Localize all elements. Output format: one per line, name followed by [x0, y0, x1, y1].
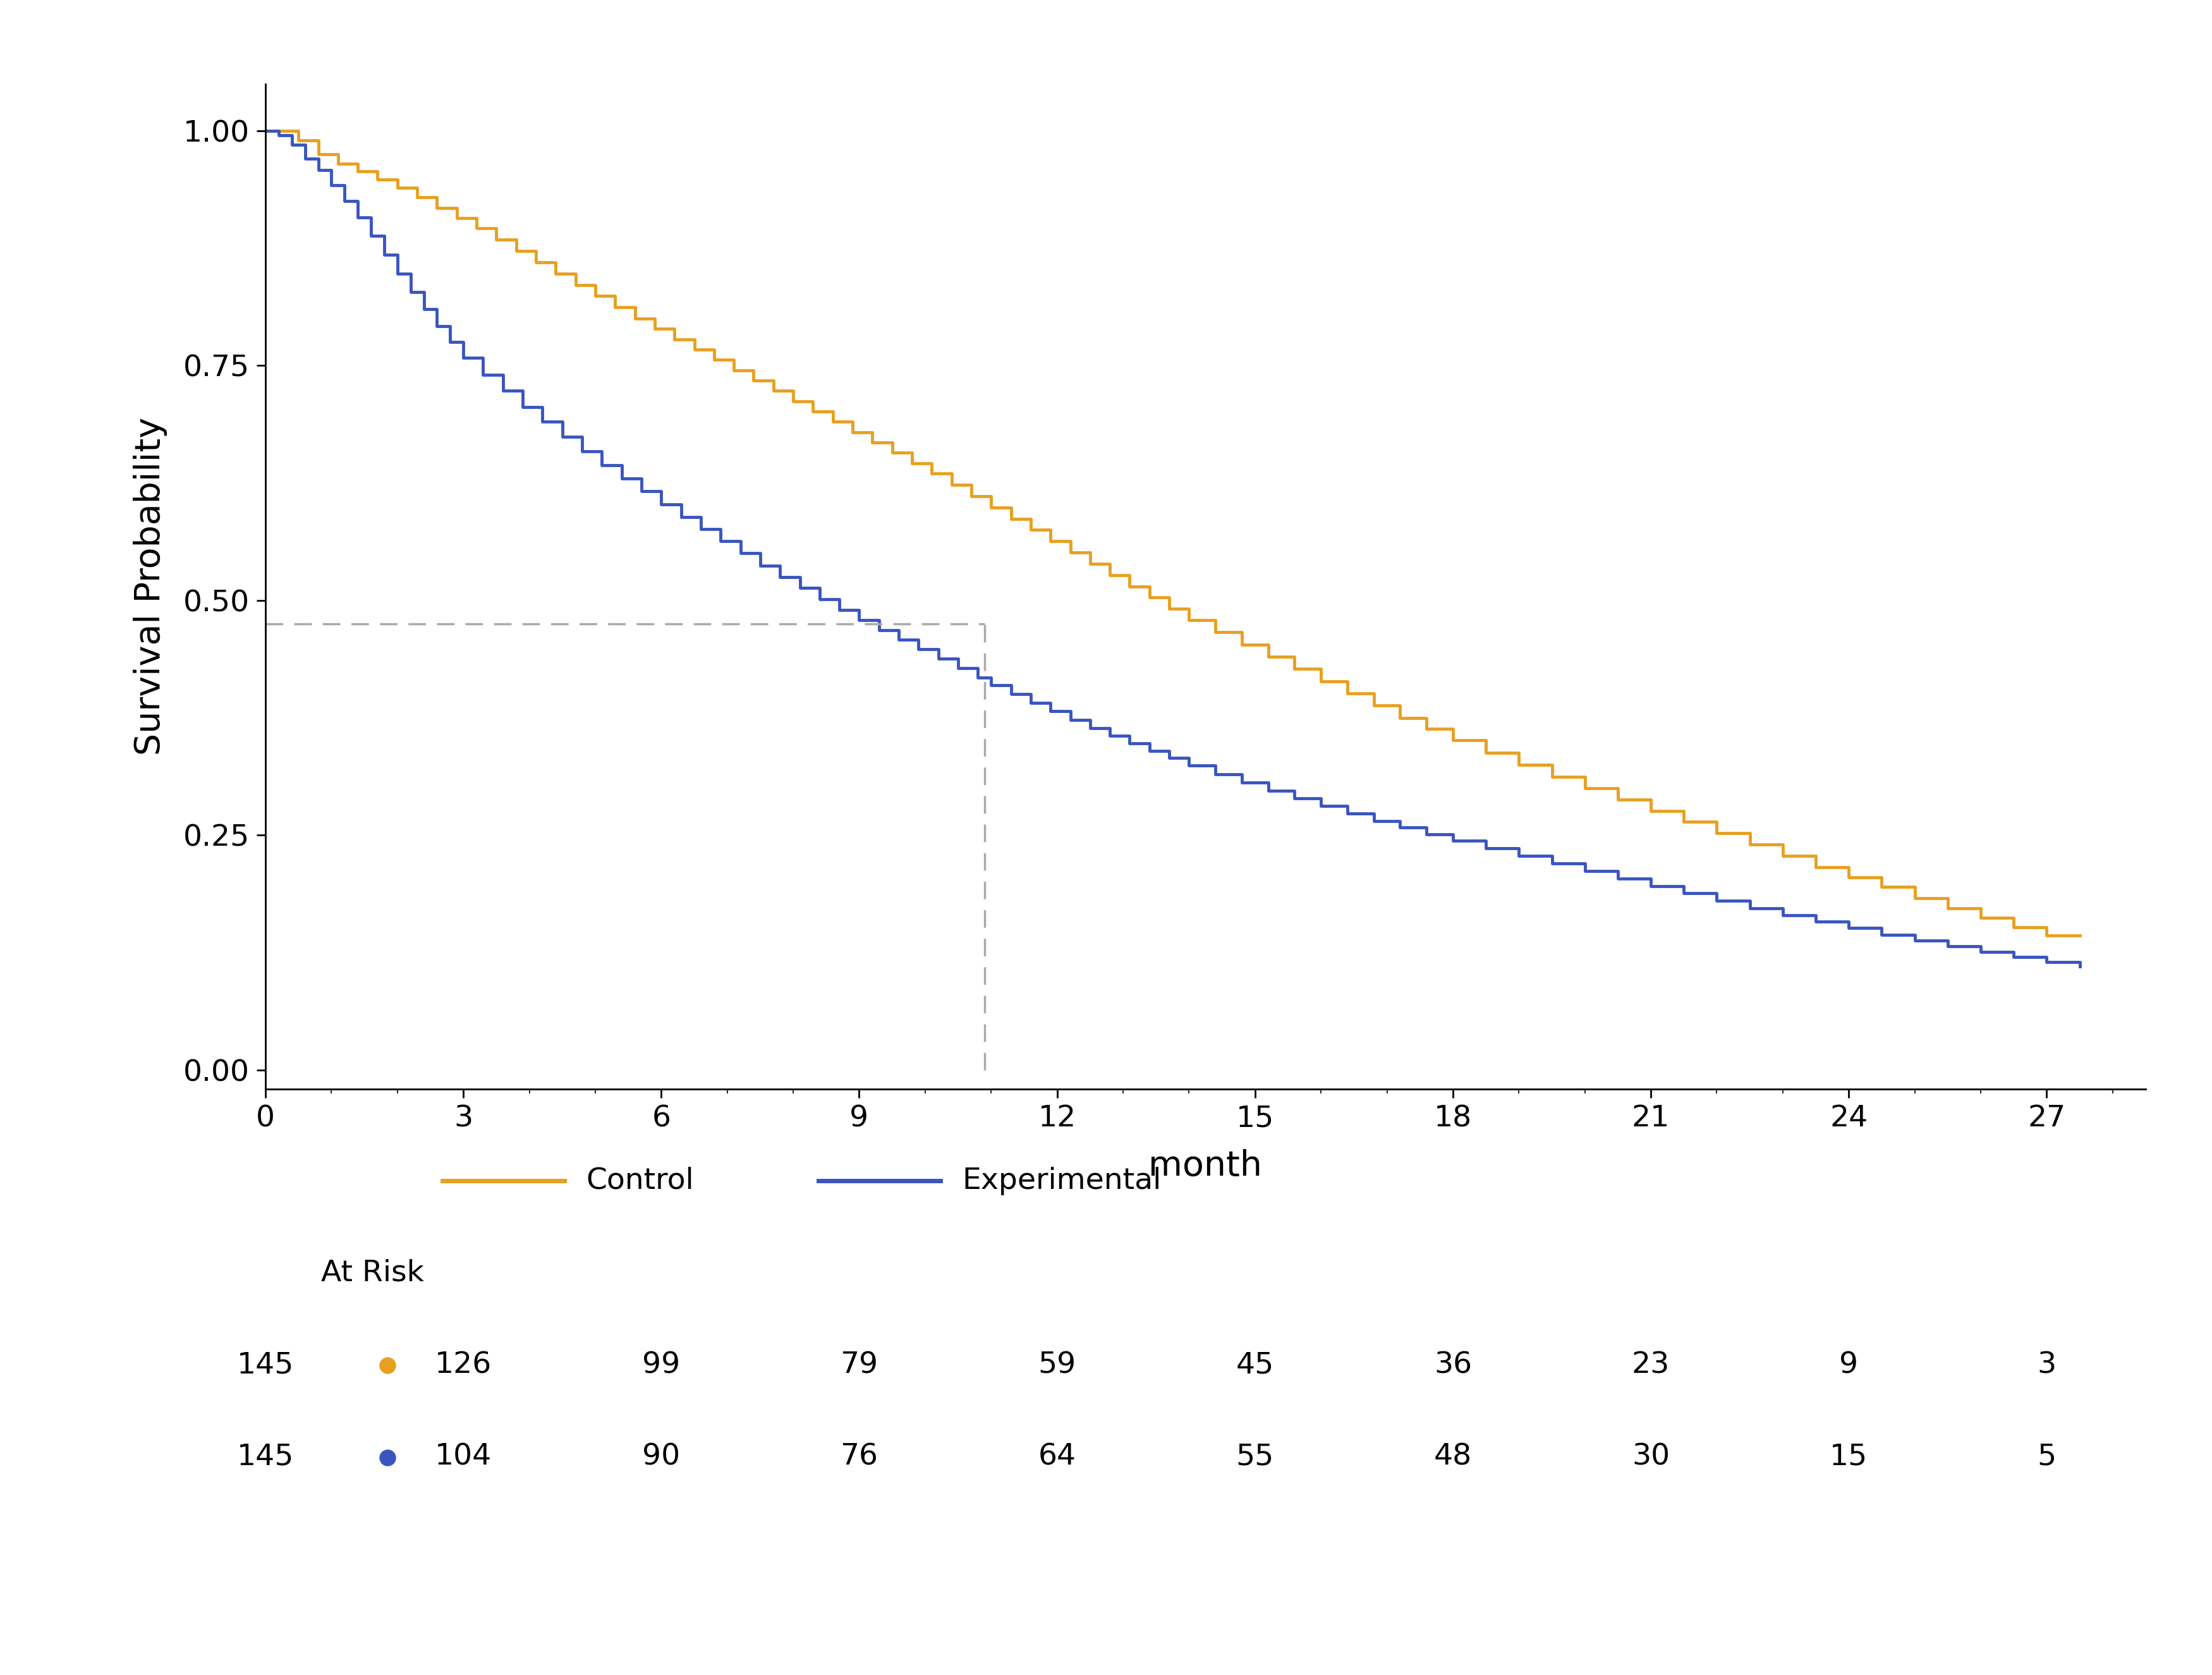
Text: 76: 76: [841, 1444, 878, 1471]
Text: 79: 79: [841, 1352, 878, 1379]
Text: 104: 104: [436, 1444, 491, 1471]
Text: 5: 5: [2037, 1444, 2057, 1471]
Text: Experimental: Experimental: [962, 1167, 1161, 1194]
X-axis label: month: month: [1148, 1149, 1263, 1183]
Text: 36: 36: [1433, 1352, 1471, 1379]
Text: 15: 15: [1829, 1444, 1867, 1471]
Text: 23: 23: [1632, 1352, 1670, 1379]
Text: 64: 64: [1037, 1444, 1075, 1471]
Text: Control: Control: [586, 1167, 695, 1194]
Text: 3: 3: [2037, 1352, 2057, 1379]
Text: At Risk: At Risk: [321, 1260, 425, 1286]
Text: 45: 45: [1237, 1352, 1274, 1379]
Text: 126: 126: [436, 1352, 491, 1379]
Text: 9: 9: [1838, 1352, 1858, 1379]
Text: 48: 48: [1433, 1444, 1471, 1471]
Text: 59: 59: [1037, 1352, 1077, 1379]
Text: 145: 145: [237, 1352, 294, 1379]
Text: 145: 145: [237, 1444, 294, 1471]
Y-axis label: Survival Probability: Survival Probability: [133, 417, 168, 755]
Text: 90: 90: [641, 1444, 681, 1471]
Text: 99: 99: [641, 1352, 681, 1379]
Text: 30: 30: [1632, 1444, 1670, 1471]
Text: 55: 55: [1237, 1444, 1274, 1471]
